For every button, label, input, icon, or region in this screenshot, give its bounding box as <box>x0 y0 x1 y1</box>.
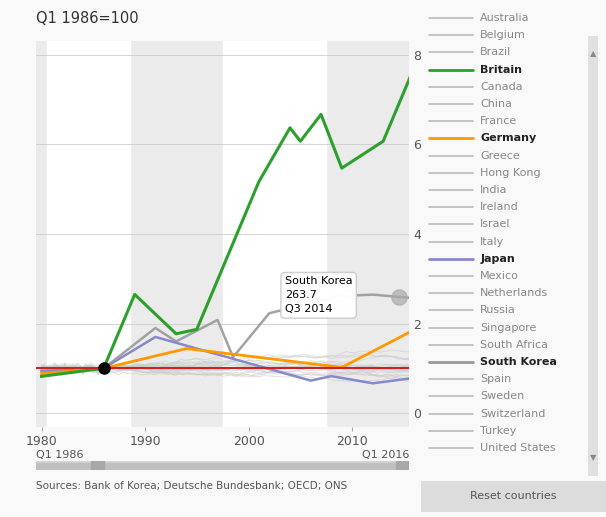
Text: Q1 1986=100: Q1 1986=100 <box>36 11 139 26</box>
Text: France: France <box>481 116 518 126</box>
Text: Brazil: Brazil <box>481 48 511 57</box>
Text: Australia: Australia <box>481 13 530 23</box>
Text: United States: United States <box>481 443 556 453</box>
Text: Q1 2016: Q1 2016 <box>362 450 409 460</box>
Text: Japan: Japan <box>481 254 515 264</box>
Text: Turkey: Turkey <box>481 426 517 436</box>
Text: Russia: Russia <box>481 306 516 315</box>
Text: Singapore: Singapore <box>481 323 537 332</box>
Text: Germany: Germany <box>481 133 536 144</box>
Text: ▲: ▲ <box>590 50 596 58</box>
Text: Netherlands: Netherlands <box>481 288 548 298</box>
Text: India: India <box>481 185 508 195</box>
Text: Sources: Bank of Korea; Deutsche Bundesbank; OECD; ONS: Sources: Bank of Korea; Deutsche Bundesb… <box>36 481 348 491</box>
Text: Switzerland: Switzerland <box>481 409 545 419</box>
Text: Hong Kong: Hong Kong <box>481 168 541 178</box>
Text: South Africa: South Africa <box>481 340 548 350</box>
Text: Ireland: Ireland <box>481 202 519 212</box>
Text: Sweden: Sweden <box>481 391 525 402</box>
Text: Greece: Greece <box>481 150 520 161</box>
Text: Britain: Britain <box>481 65 522 74</box>
Text: Mexico: Mexico <box>481 271 519 281</box>
Bar <box>36 463 409 468</box>
Text: South Korea
263.7
Q3 2014: South Korea 263.7 Q3 2014 <box>285 276 353 314</box>
Text: Canada: Canada <box>481 82 523 92</box>
Text: Q1 1986: Q1 1986 <box>36 450 84 460</box>
Text: ▼: ▼ <box>590 453 596 462</box>
Text: China: China <box>481 99 512 109</box>
Text: Israel: Israel <box>481 220 511 230</box>
Text: Spain: Spain <box>481 374 511 384</box>
Bar <box>91 461 104 470</box>
Bar <box>223 41 326 427</box>
Bar <box>396 461 409 470</box>
Bar <box>47 41 130 427</box>
Text: Italy: Italy <box>481 237 505 247</box>
Text: Reset countries: Reset countries <box>470 491 557 501</box>
Text: South Korea: South Korea <box>481 357 557 367</box>
Text: Belgium: Belgium <box>481 31 526 40</box>
